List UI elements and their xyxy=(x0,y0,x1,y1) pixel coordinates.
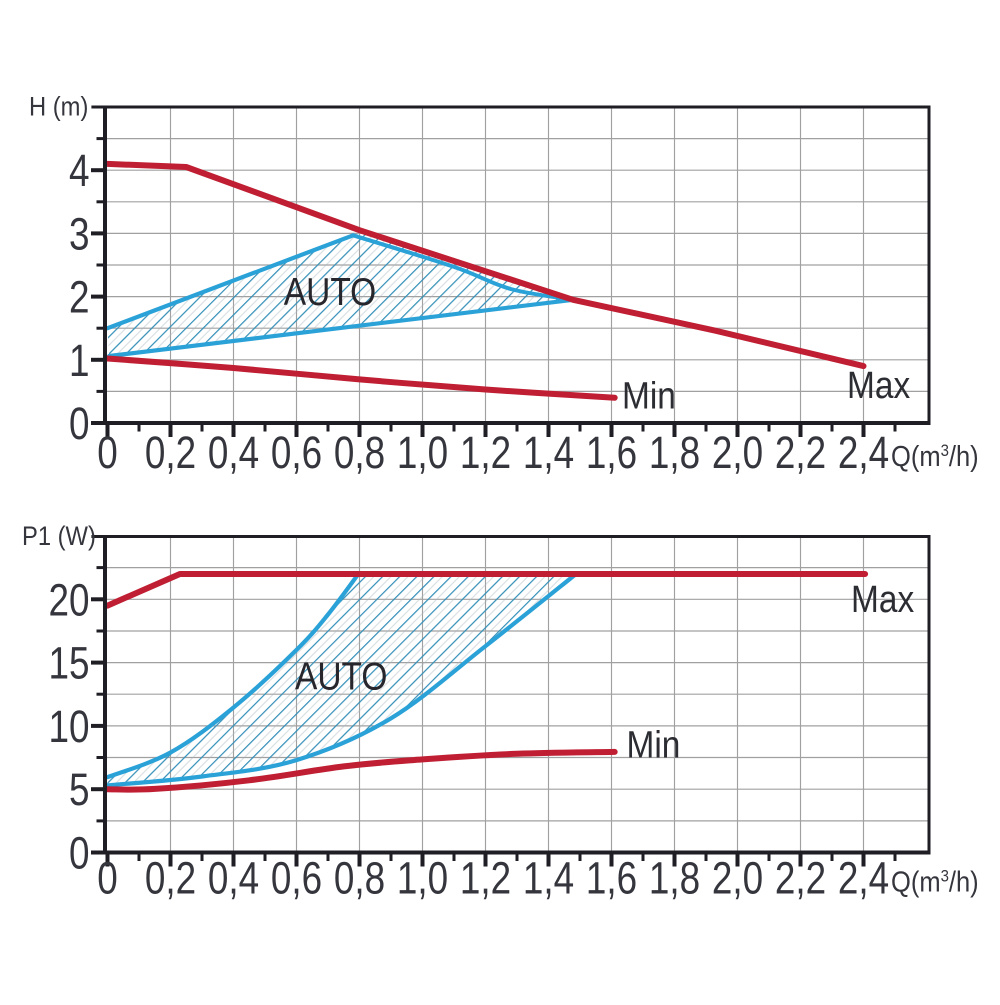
svg-text:1,2: 1,2 xyxy=(460,428,511,478)
svg-text:0: 0 xyxy=(69,399,90,449)
svg-text:1,8: 1,8 xyxy=(649,853,700,903)
svg-text:2,2: 2,2 xyxy=(775,853,826,903)
svg-text:1,2: 1,2 xyxy=(460,853,511,903)
svg-text:1,8: 1,8 xyxy=(649,428,700,478)
svg-text:5: 5 xyxy=(69,765,90,815)
svg-text:0,4: 0,4 xyxy=(208,428,259,478)
svg-text:0: 0 xyxy=(97,428,118,478)
svg-text:AUTO: AUTO xyxy=(284,270,376,314)
svg-text:10: 10 xyxy=(48,701,89,751)
svg-text:0: 0 xyxy=(97,853,118,903)
svg-text:1,0: 1,0 xyxy=(397,428,448,478)
svg-text:0,8: 0,8 xyxy=(334,428,385,478)
svg-text:P1 (W): P1 (W) xyxy=(22,522,96,552)
svg-text:0,8: 0,8 xyxy=(334,853,385,903)
svg-text:0,2: 0,2 xyxy=(145,853,196,903)
svg-text:20: 20 xyxy=(48,575,89,625)
svg-text:0,6: 0,6 xyxy=(271,853,322,903)
svg-text:2,0: 2,0 xyxy=(712,853,763,903)
svg-text:Q(m3/h): Q(m3/h) xyxy=(891,865,979,898)
svg-text:1,4: 1,4 xyxy=(523,853,574,903)
svg-text:2,4: 2,4 xyxy=(838,428,889,478)
svg-text:Min: Min xyxy=(627,724,681,766)
svg-text:AUTO: AUTO xyxy=(295,654,387,698)
svg-text:Max: Max xyxy=(851,578,914,620)
svg-text:Q(m3/h): Q(m3/h) xyxy=(891,439,979,472)
svg-text:1: 1 xyxy=(69,335,90,385)
svg-text:1,4: 1,4 xyxy=(523,428,574,478)
svg-text:3: 3 xyxy=(69,209,90,259)
svg-text:2: 2 xyxy=(69,272,90,322)
svg-text:0,2: 0,2 xyxy=(145,428,196,478)
svg-text:0,4: 0,4 xyxy=(208,853,259,903)
svg-text:0: 0 xyxy=(69,828,90,878)
svg-text:2,2: 2,2 xyxy=(775,428,826,478)
svg-text:2,4: 2,4 xyxy=(838,853,889,903)
svg-text:0,6: 0,6 xyxy=(271,428,322,478)
svg-text:2,0: 2,0 xyxy=(712,428,763,478)
svg-text:Max: Max xyxy=(847,364,910,406)
svg-text:Min: Min xyxy=(622,375,676,417)
svg-text:4: 4 xyxy=(69,146,90,196)
svg-text:1,0: 1,0 xyxy=(397,853,448,903)
svg-text:1,6: 1,6 xyxy=(586,428,637,478)
svg-text:H (m): H (m) xyxy=(29,92,88,122)
svg-text:15: 15 xyxy=(48,638,89,688)
svg-text:1,6: 1,6 xyxy=(586,853,637,903)
